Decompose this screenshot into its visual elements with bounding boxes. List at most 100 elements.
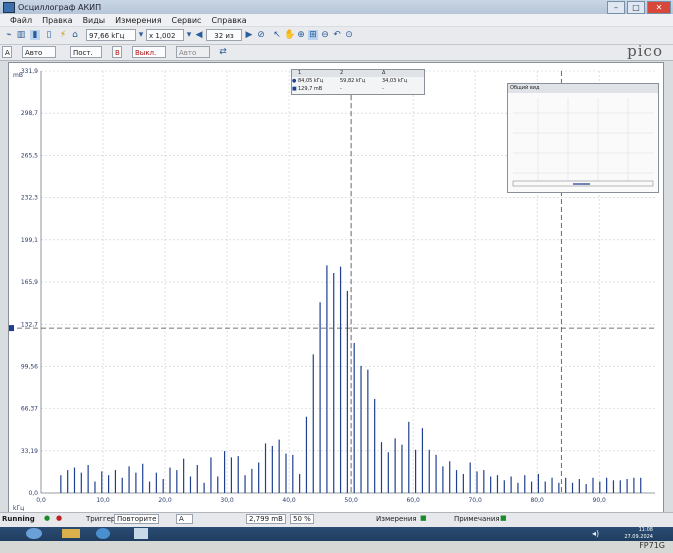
monitor-bezel [0, 541, 673, 553]
frequency-dropdown-icon[interactable]: ▾ [138, 30, 144, 40]
app-icon [3, 1, 15, 13]
channel-a-coupling-select[interactable]: Пост. [70, 46, 102, 58]
x-tick-label: 40,0 [282, 497, 296, 504]
volume-icon[interactable]: ◂) [592, 529, 600, 538]
ruler-amp-delta: - [382, 86, 384, 92]
pretrigger-field[interactable]: 50 % [290, 514, 314, 524]
minimize-button[interactable]: – [607, 1, 625, 14]
spectrum-chart: 0,033,1966,3799,56132,7165,9199,1232,326… [9, 68, 655, 512]
ruler-freq-2: 59,82 kГц [340, 78, 366, 84]
pico-logo: pico [627, 42, 663, 60]
window-title: Осциллограф АКИП [18, 2, 102, 12]
x-tick-label: 90,0 [593, 497, 607, 504]
explorer-taskbar-icon[interactable] [62, 529, 80, 538]
zoom-out-icon[interactable]: ⊖ [321, 30, 329, 40]
ruler-col-2: 2 [340, 70, 344, 76]
menu-edit[interactable]: Правка [42, 15, 73, 25]
y-tick-label: 132,7 [21, 321, 38, 328]
zoom-dropdown-icon[interactable]: ▾ [186, 30, 192, 40]
x-tick-label: 30,0 [220, 497, 234, 504]
x-unit-label: kГц [13, 505, 24, 512]
ruler-legend[interactable]: 1 2 Δ ● 84,05 kГц 59,82 kГц 34,03 kГц ■ … [291, 69, 425, 95]
zoom-fit-icon[interactable]: ⊙ [345, 30, 353, 40]
frequency-select[interactable]: 97,66 kГц [86, 29, 136, 41]
scope-mode-icon[interactable]: ⌁ [6, 30, 12, 40]
running-status: Running [2, 515, 35, 523]
menu-tools[interactable]: Сервис [171, 15, 202, 25]
channel-a-range-select[interactable]: Авто [22, 46, 56, 58]
prev-buffer-icon[interactable]: ◀ [195, 30, 203, 40]
zoom-select[interactable]: x 1,002 [146, 29, 184, 41]
x-tick-label: 50,0 [344, 497, 358, 504]
channel-b-label: B [112, 46, 122, 58]
home-icon[interactable]: ⌂ [72, 30, 78, 40]
probe-icon[interactable]: ⚡ [59, 30, 67, 40]
y-tick-label: 165,9 [21, 279, 38, 286]
spectrum-mode-icon[interactable]: ▮ [30, 30, 40, 40]
overview-panel[interactable]: Общий вид [507, 83, 659, 193]
y-tick-label: 232,3 [21, 195, 38, 202]
undo-zoom-icon[interactable]: ↶ [333, 30, 341, 40]
hand-icon[interactable]: ✋ [284, 30, 296, 40]
channel-b-range-select[interactable]: Авто [176, 46, 210, 58]
channel-a-label: A [2, 46, 12, 58]
y-tick-label: 0,0 [28, 490, 38, 497]
stop-run-icon[interactable]: ● [56, 514, 63, 522]
menu-bar: Файл Правка Виды Измерения Сервис Справк… [0, 14, 673, 26]
maximize-button[interactable]: □ [627, 1, 645, 14]
trigger-mode-select[interactable]: Повторите [114, 514, 160, 524]
run-icon[interactable]: ● [44, 514, 51, 522]
y-tick-label: 199,1 [21, 237, 38, 244]
picoscope-taskbar-icon[interactable] [134, 528, 148, 539]
next-buffer-icon[interactable]: ▶ [245, 30, 253, 40]
auto-setup-icon[interactable]: ⇄ [219, 47, 227, 57]
ruler-col-1: 1 [298, 70, 302, 76]
y-unit-label: mB [13, 72, 23, 79]
clock-date: 27.09.2024 [624, 534, 653, 540]
ruler-freq-1: 84,05 kГц [298, 78, 324, 84]
monitor-model-label: FP71G [639, 541, 665, 550]
ruler-amp-1: 129,7 mB [298, 86, 323, 92]
channel-b-state-select[interactable]: Выкл. [132, 46, 166, 58]
menu-views[interactable]: Виды [82, 15, 106, 25]
x-tick-label: 20,0 [158, 497, 172, 504]
y-tick-label: 298,7 [21, 110, 38, 117]
browser-taskbar-icon[interactable] [96, 528, 110, 539]
notes-icon[interactable]: ■ [500, 514, 507, 522]
y-tick-label: 66,37 [21, 406, 38, 413]
main-toolbar: ⌁ ▥ ▮ ▯ ⚡ ⌂ 97,66 kГц ▾ x 1,002 ▾ ◀ 32 и… [0, 27, 673, 52]
zoom-in-icon[interactable]: ⊕ [297, 30, 305, 40]
pointer-icon[interactable]: ↖ [273, 30, 281, 40]
measurements-toggle[interactable]: Измерения [376, 515, 417, 523]
y-tick-label: 33,19 [21, 448, 38, 455]
x-tick-label: 70,0 [468, 497, 482, 504]
bars-mode-icon[interactable]: ▯ [46, 30, 52, 40]
menu-help[interactable]: Справка [211, 15, 247, 25]
measurements-icon[interactable]: ■ [420, 514, 427, 522]
menu-measurements[interactable]: Измерения [115, 15, 162, 25]
close-button[interactable]: ✕ [647, 1, 671, 14]
trigger-label: Триггер [86, 515, 116, 523]
channel-toolbar: A Авто Пост. B Выкл. Авто ⇄ [0, 45, 673, 61]
menu-file[interactable]: Файл [10, 15, 33, 25]
trigger-level-field[interactable]: 2,799 mB [246, 514, 286, 524]
buffer-counter: 32 из 32 [206, 29, 242, 52]
zoom-region-icon[interactable]: ⊞ [308, 30, 318, 40]
trigger-channel-select[interactable]: A [176, 514, 193, 524]
spectrum-plot[interactable]: 0,0 33,19 66,37 99,56 132,7 165,9 199,1 232,3 26… [8, 62, 664, 514]
x-tick-label: 10,0 [96, 497, 110, 504]
notes-toggle[interactable]: Примечания [454, 515, 500, 523]
x-tick-label: 80,0 [530, 497, 544, 504]
start-button[interactable] [26, 528, 42, 539]
stop-icon[interactable]: ⊘ [257, 30, 265, 40]
persistence-mode-icon[interactable]: ▥ [16, 30, 26, 40]
title-bar: Осциллограф АКИП – □ ✕ [0, 0, 673, 14]
y-tick-label: 331,9 [21, 68, 38, 75]
x-tick-label: 0,0 [36, 497, 46, 504]
horizontal-cursor-handle [9, 325, 14, 332]
status-bar: Running ● ● Триггер Повторите A 2,799 mB… [0, 512, 673, 527]
y-tick-label: 265,5 [21, 152, 38, 159]
ruler-freq-delta: 34,03 kГц [382, 78, 408, 84]
clock-time: 11:08 [638, 527, 653, 533]
